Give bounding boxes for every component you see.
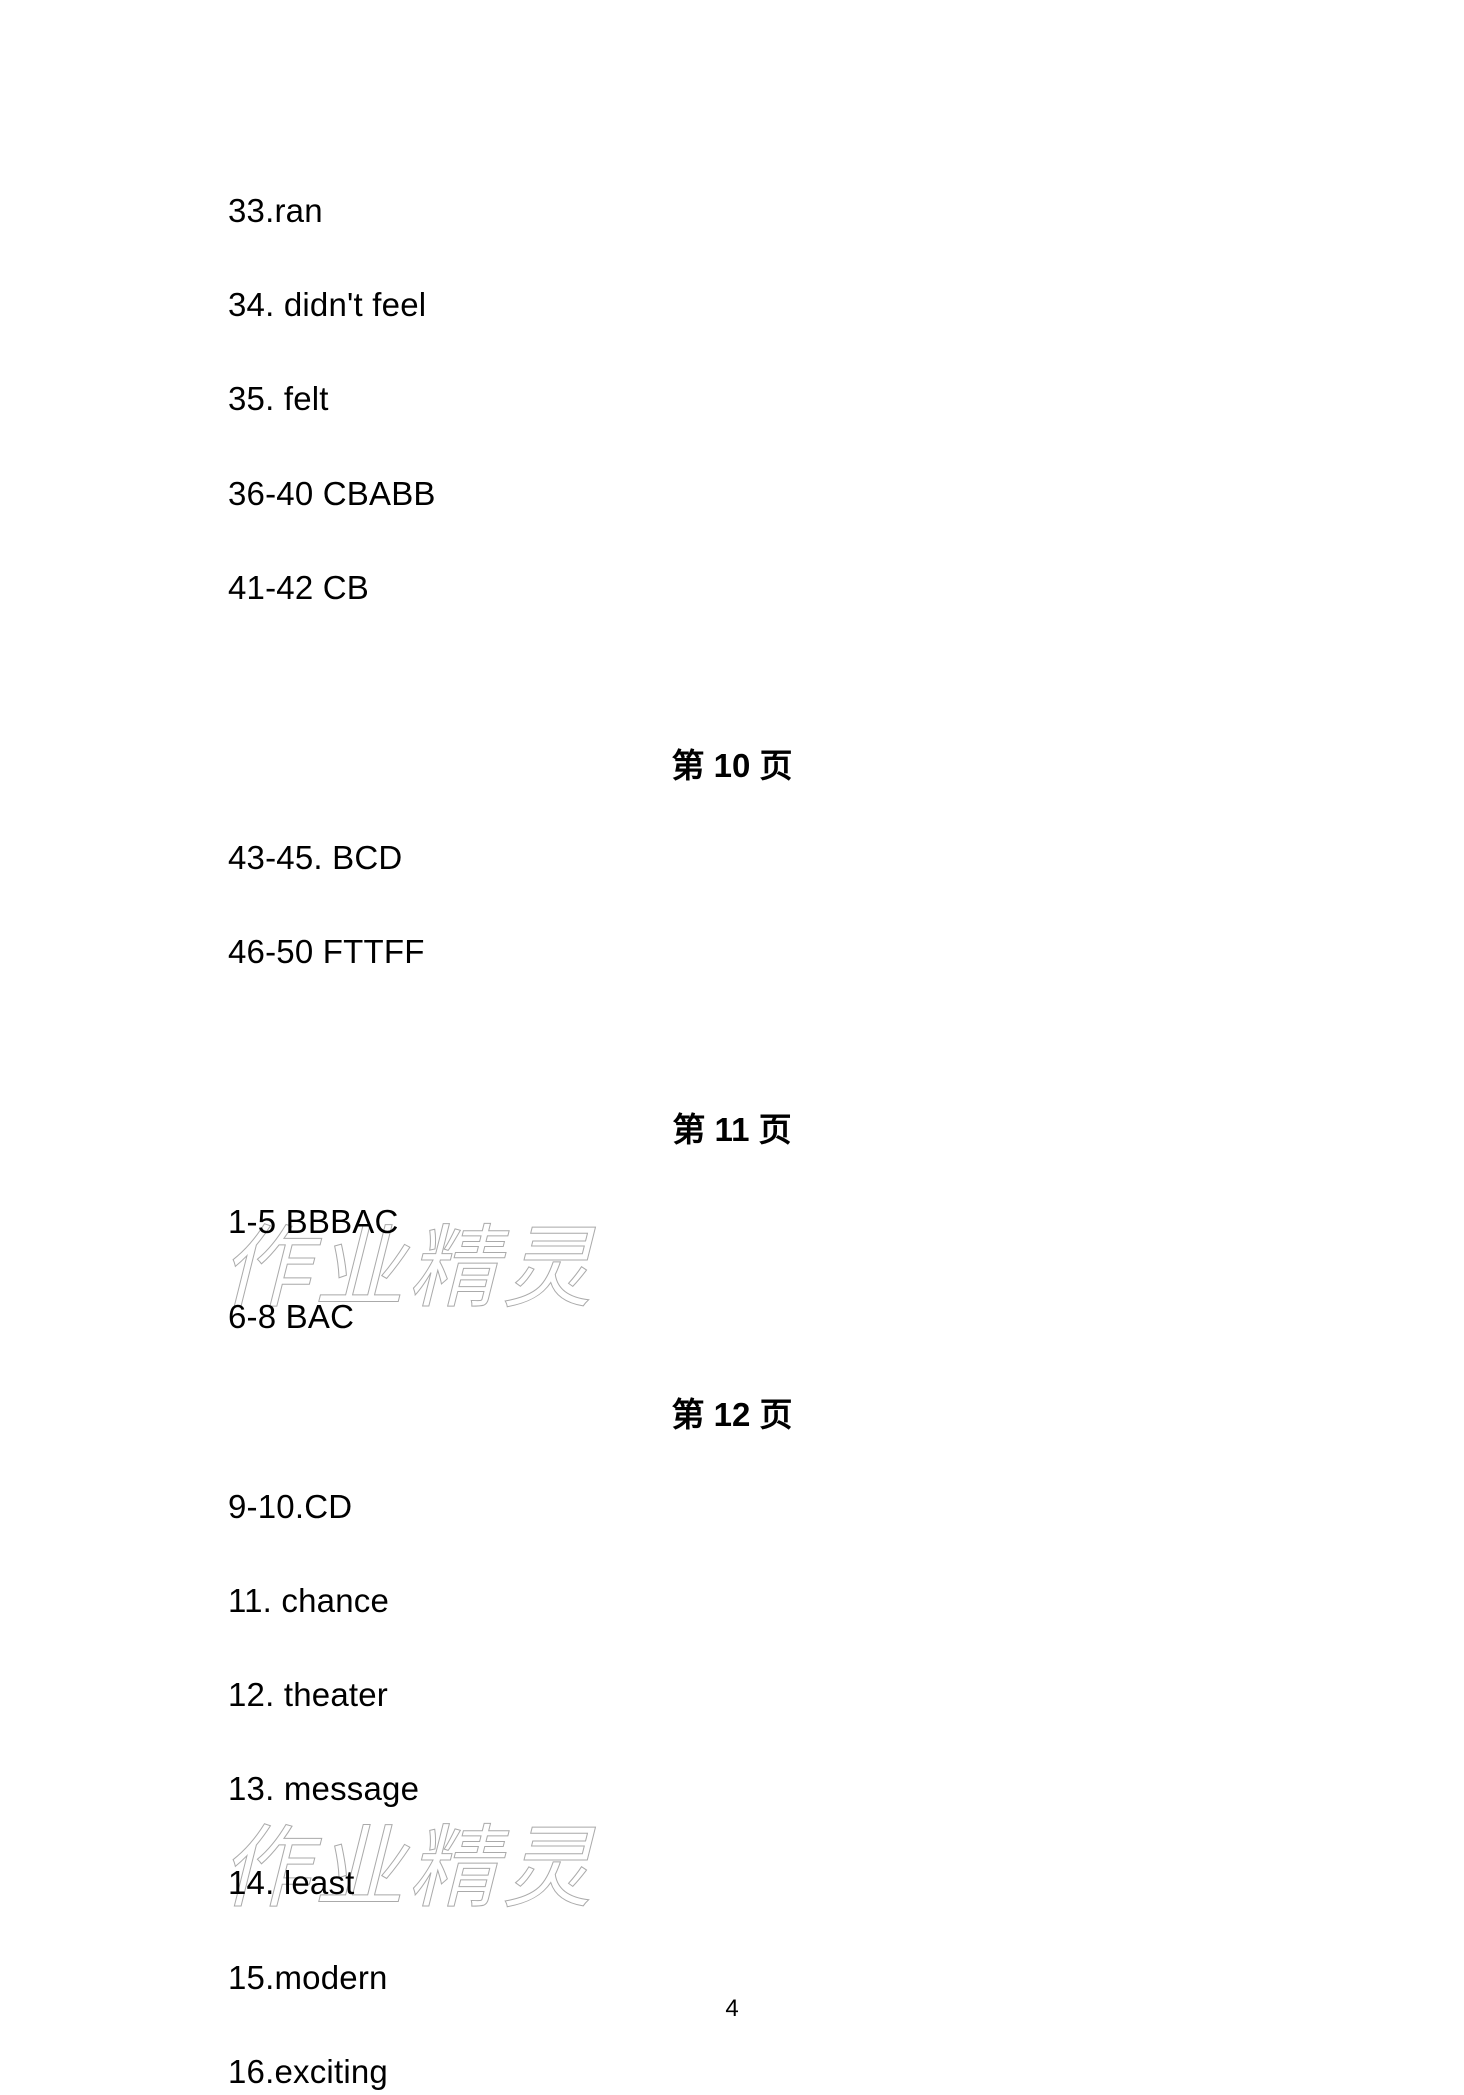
page-12-heading: 第 12 页 [228, 1388, 1236, 1436]
answer-line: 6-8 BAC [228, 1294, 1464, 1340]
answer-line: 16.exciting [228, 2049, 1464, 2095]
answer-line: 12. theater [228, 1672, 1464, 1718]
page-11-heading: 第 11 页 [228, 1103, 1236, 1151]
answer-line: 9-10.CD [228, 1484, 1464, 1530]
answer-line: 15.modern [228, 1955, 1464, 2001]
answer-line: 41-42 CB [228, 565, 1464, 611]
answer-line: 36-40 CBABB [228, 471, 1464, 517]
answer-line: 35. felt [228, 376, 1464, 422]
document-content: 33.ran 34. didn't feel 35. felt 36-40 CB… [0, 0, 1464, 2095]
answer-line: 46-50 FTTFF [228, 929, 1464, 975]
answer-line: 43-45. BCD [228, 835, 1464, 881]
answer-line: 34. didn't feel [228, 282, 1464, 328]
answer-line: 14. least [228, 1860, 1464, 1906]
page-10-heading: 第 10 页 [228, 739, 1236, 787]
answer-line: 13. message [228, 1766, 1464, 1812]
answer-line: 33.ran [228, 188, 1464, 234]
answer-line: 11. chance [228, 1578, 1464, 1624]
answer-line: 1-5 BBBAC [228, 1199, 1464, 1245]
